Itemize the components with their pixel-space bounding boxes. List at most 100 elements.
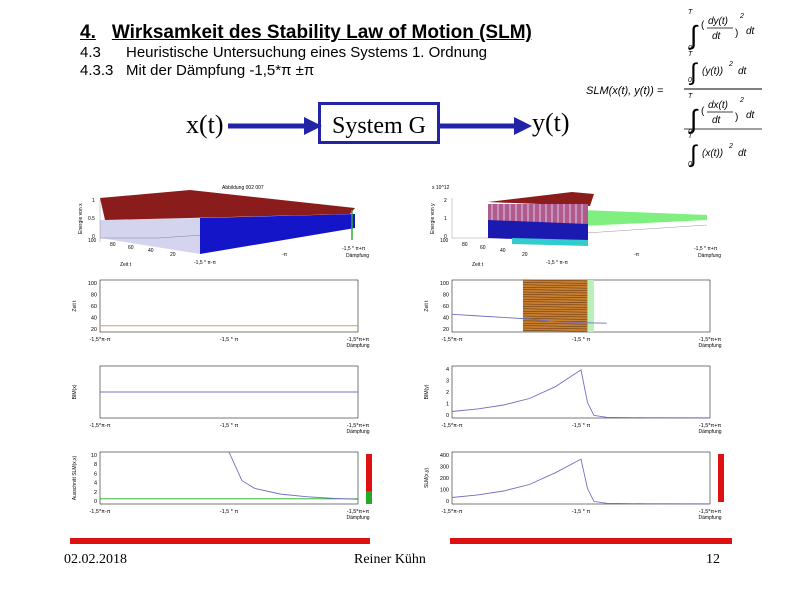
- series-line: [228, 451, 359, 500]
- title-number: 4.: [80, 22, 96, 43]
- slide-title: 4. Wirksamkeit des Stability Law of Motio…: [80, 22, 532, 44]
- y-axis-label: BIM(y): [424, 384, 430, 399]
- surface-x-top: [100, 190, 355, 220]
- y-tick-label: 80: [443, 293, 449, 299]
- y-tick-label: 300: [440, 465, 449, 471]
- input-arrow: [228, 117, 322, 135]
- x-tick-label: -1,5 * π: [572, 509, 591, 515]
- region-stripe: [522, 279, 588, 282]
- int-upper-3: T: [688, 93, 693, 100]
- int-lower-4: 0: [688, 161, 692, 168]
- y-tick-label: 80: [91, 293, 97, 299]
- x-tick-label: -1,5 * π: [220, 423, 239, 429]
- input-signal-label: x(t): [186, 110, 224, 139]
- int-lower-3: 0: [688, 129, 692, 136]
- region-stripe: [522, 286, 588, 289]
- integral-4: ∫: [688, 141, 698, 168]
- y-tick-label: 3: [446, 379, 449, 385]
- region-stripe: [522, 284, 588, 287]
- slm-formula: SLM(x(t), y(t)) = T 0 ∫ ( dy(t) dt ) 2 d…: [586, 9, 762, 168]
- region-green: [587, 280, 594, 332]
- formula-lhs: SLM(x(t), y(t)) =: [586, 85, 664, 97]
- region-stripe: [522, 322, 588, 325]
- pow-4: 2: [728, 143, 733, 150]
- region-stripe: [522, 327, 588, 330]
- subtitle-2-number: 4.3.3: [80, 62, 114, 79]
- y-tick-label: 40: [443, 316, 449, 322]
- region-stripe: [522, 298, 588, 301]
- paren-1: (: [701, 20, 705, 31]
- region-stripe: [522, 291, 588, 294]
- integral-1: ∫: [688, 20, 699, 50]
- region-stripe: [522, 282, 588, 284]
- subtitle-2: 4.3.3 Mit der Dämpfung -1,5*π ±π: [80, 62, 314, 79]
- title-text: Wirksamkeit des Stability Law of Motion …: [111, 22, 532, 43]
- pow-3: 2: [739, 97, 744, 104]
- frac-bot-2: dt: [712, 115, 722, 126]
- surface-y-ylabel: Zeit t: [472, 262, 484, 268]
- x-axis-label: Dämpfung: [698, 515, 721, 521]
- chart-zeit-x: 100 80 60 40 20 Zeit t -1,5*π-π -1,5 * π -1,5*π+…: [72, 279, 370, 349]
- surface-x-ytick: 100: [88, 238, 97, 244]
- surface-x-xlabel: Dämpfung: [346, 253, 369, 259]
- integral-2: ∫: [688, 59, 698, 86]
- subtitle-1: 4.3 Heuristische Untersuchung eines Syste…: [80, 44, 487, 61]
- x-tick-label: -1,5*π-π: [89, 423, 110, 429]
- y-axis-label: Ausschnitt SLM(x,x): [72, 455, 78, 500]
- surface-y-ytick: 80: [462, 242, 468, 248]
- surface-x-xtick: -π: [282, 252, 288, 258]
- x-tick-label: -1,5*π+π: [347, 509, 370, 515]
- x-tick-label: -1,5*π-π: [441, 509, 462, 515]
- x-axis-label: Dämpfung: [346, 429, 369, 435]
- dt-4: dt: [738, 148, 748, 159]
- frac-bot-1: dt: [712, 31, 722, 42]
- surface-plot-y: x 10^12 2 1 0 Energie von y 100 80 60 40…: [430, 185, 721, 268]
- surface-y-ztick: 0: [444, 234, 447, 240]
- chart-slm-xx: 10 8 6 4 2 0 Ausschnitt SLM(x,x) -1,5*π-π -1,5 *…: [72, 451, 372, 521]
- y-tick-label: 100: [88, 281, 97, 287]
- y-axis-label: Zeit t: [72, 300, 78, 312]
- subtitle-1-number: 4.3: [80, 44, 101, 61]
- region-stripe: [522, 310, 588, 313]
- surface-y-ytick: 40: [500, 248, 506, 254]
- surface-x-ylabel: Zeit t: [120, 262, 132, 268]
- region-stripe: [522, 315, 588, 318]
- x-tick-label: -1,5 * π: [572, 423, 591, 429]
- surface-x-ztick: 0: [92, 234, 95, 240]
- subtitle-2-text: Mit der Dämpfung -1,5*π ±π: [126, 62, 315, 79]
- x-axis-label: Dämpfung: [698, 343, 721, 349]
- surface-x-ytick: 80: [110, 242, 116, 248]
- surface-x-title: Abbildung 002 007: [222, 185, 264, 191]
- x-tick-label: -1,5*π-π: [89, 509, 110, 515]
- surface-y-ytick: 100: [440, 238, 449, 244]
- footer-date: 02.02.2018: [64, 552, 127, 567]
- region-stripe: [522, 313, 588, 315]
- x-tick-label: -1,5 * π: [572, 337, 591, 343]
- y-tick-label: 4: [94, 481, 97, 487]
- surface-y-red: [488, 192, 594, 206]
- x-tick-label: -1,5*π+π: [699, 509, 722, 515]
- x-tick-label: -1,5*π-π: [89, 337, 110, 343]
- region-stripe: [522, 294, 588, 296]
- frac-top-2: dx(t): [708, 100, 728, 111]
- x-tick-label: -1,5*π+π: [699, 423, 722, 429]
- y-tick-label: 8: [94, 462, 97, 468]
- indicator-red: [366, 454, 372, 492]
- y-tick-label: 60: [443, 304, 449, 310]
- int-upper-4: T: [688, 133, 693, 140]
- shaded-region: [522, 279, 594, 332]
- plot-area: [99, 451, 359, 505]
- region-stripe: [522, 289, 588, 291]
- x-tick-label: -1,5*π+π: [699, 337, 722, 343]
- dt-1: dt: [746, 26, 756, 37]
- summary-red-bar: [450, 538, 732, 544]
- surface-x-ztick: 0.5: [88, 216, 95, 222]
- y-tick-label: 0: [446, 413, 449, 419]
- frac-top-1: dy(t): [708, 16, 728, 27]
- chart-zeit-y: 100 80 60 40 20 Zeit t -1,5*π-π -1,5 * π -1,5*π+…: [424, 279, 722, 349]
- surface-y-zlabel: Energie von y: [430, 203, 436, 234]
- surface-x-ytick: 60: [128, 245, 134, 251]
- surface-plot-x: Abbildung 002 007 1 0.5 0 Energie von x …: [78, 185, 369, 268]
- y-axis-label: Zeit t: [424, 300, 430, 312]
